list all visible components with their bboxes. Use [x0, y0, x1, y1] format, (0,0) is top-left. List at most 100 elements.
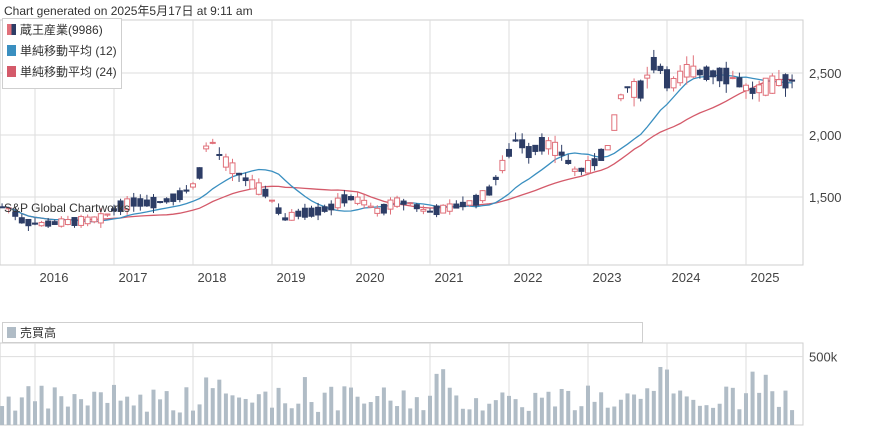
volume-bar [526, 410, 531, 425]
volume-bar [164, 391, 169, 425]
volume-bar [671, 393, 676, 425]
volume-bar [368, 402, 373, 425]
candle-body [657, 65, 664, 72]
candle-body [97, 213, 104, 224]
volume-bar [618, 399, 623, 425]
volume-bar [513, 399, 518, 425]
volume-bar [39, 385, 44, 425]
volume-bar [158, 399, 163, 425]
x-tick-label: 2020 [356, 270, 385, 285]
candle-body [328, 203, 335, 211]
volume-bar [737, 409, 742, 425]
volume-bar [302, 377, 307, 425]
volume-bar [790, 410, 795, 425]
candle-body [242, 177, 249, 182]
candle-body [163, 198, 170, 203]
candle-body [301, 207, 308, 218]
x-tick-label: 2022 [514, 270, 543, 285]
volume-bar [144, 411, 149, 425]
volume-bar [256, 394, 261, 425]
legend-label: 売買高 [20, 326, 57, 340]
candle-body [565, 159, 572, 164]
volume-bar [427, 395, 432, 425]
legend-label: 蔵王産業(9986) [20, 23, 103, 37]
candle-body [736, 77, 743, 88]
candle-body [611, 114, 618, 131]
x-tick-label: 2019 [277, 270, 306, 285]
candle-body [216, 153, 223, 156]
volume-bar [605, 407, 610, 425]
candle-body [367, 205, 374, 208]
volume-bar [520, 407, 525, 425]
volume-bar [184, 387, 189, 425]
volume-bar [92, 391, 97, 425]
candle-body [137, 198, 144, 207]
volume-bar [296, 403, 301, 425]
candle-body [25, 218, 32, 227]
candle-body [124, 198, 131, 210]
candle-body [670, 77, 677, 89]
volume-bar [678, 390, 683, 425]
volume-bar [237, 397, 242, 425]
candle-body [420, 208, 427, 212]
candle-body [341, 194, 348, 204]
volume-y-tick-label: 500k [809, 350, 838, 365]
volume-bar [26, 386, 31, 425]
volume-bar [65, 406, 70, 425]
volume-bar [743, 393, 748, 425]
candle-body [789, 79, 796, 82]
volume-bar [566, 390, 571, 425]
candle-body [354, 196, 361, 204]
candle-body [183, 189, 190, 192]
candle-body [453, 203, 460, 209]
volume-bar [362, 403, 367, 425]
volume-bar [269, 407, 274, 425]
candle-body [584, 160, 591, 174]
legend-item-ma24: 単純移動平均 (24) [3, 61, 121, 82]
candle-body [117, 200, 124, 212]
volume-bar [645, 388, 650, 425]
candle-body [157, 201, 164, 204]
volume-bar [697, 405, 702, 425]
volume-bar [783, 390, 788, 425]
x-tick-label: 2021 [435, 270, 464, 285]
candle-body [617, 94, 624, 100]
candle-body [130, 197, 137, 207]
volume-bar [322, 392, 327, 425]
candle-body [433, 205, 440, 216]
candle-body [176, 190, 183, 201]
volume-bar [171, 410, 176, 425]
volume-bar [342, 386, 347, 425]
volume-bar [638, 398, 643, 425]
x-tick-label: 2018 [198, 270, 227, 285]
candle-body [769, 75, 776, 94]
candle-body [604, 145, 611, 151]
volume-bar [381, 387, 386, 425]
candle-body [578, 167, 585, 172]
volume-bar [750, 371, 755, 425]
candle-body [696, 69, 703, 76]
candle-body [38, 221, 45, 227]
volume-bar [250, 402, 255, 425]
volume-bar [572, 410, 577, 425]
line-swatch-icon [7, 66, 16, 77]
candle-body [413, 204, 420, 210]
candle-body [110, 208, 117, 212]
volume-bar [335, 410, 340, 425]
candle-body [532, 144, 539, 152]
candle-body [0, 206, 6, 209]
candle-body [84, 216, 91, 225]
volume-bar [210, 388, 215, 425]
candle-body [558, 151, 565, 156]
candle-body [729, 77, 736, 80]
volume-bar [704, 405, 709, 425]
candle-body [466, 200, 473, 206]
volume-legend: 売買高 [2, 322, 643, 343]
volume-bar [19, 397, 24, 425]
legend-label: 単純移動平均 (12) [20, 44, 117, 58]
candle-body [775, 79, 782, 87]
candle-body [170, 193, 177, 202]
legend-item-stock: 蔵王産業(9986) [3, 19, 121, 40]
volume-bar [105, 402, 110, 425]
candle-body [703, 66, 710, 80]
